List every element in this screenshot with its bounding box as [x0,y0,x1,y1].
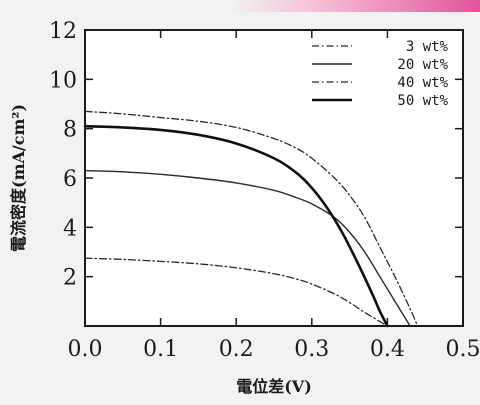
y-tick-label: 6 [63,167,77,192]
legend-label: 3 wt% [406,39,449,55]
series-line [83,124,389,328]
x-tick-label: 0.2 [219,337,254,362]
series-lines [83,110,419,328]
y-tick-label: 8 [63,118,77,143]
tick-labels: 0.0 0.1 0.2 0.3 0.4 0.5 2 4 6 8 10 12 [49,19,480,362]
y-tick-label: 4 [63,216,77,241]
legend-label: 40 wt% [397,75,448,91]
plot-background [84,29,464,327]
x-tick-label: 0.0 [68,337,103,362]
legend: 3 wt% 20 wt% 40 wt% 50 wt% [312,39,449,109]
axis-ticks [84,29,464,326]
x-tick-label: 0.3 [294,337,329,362]
y-tick-label: 10 [49,68,77,93]
corner-decoration [230,0,480,12]
y-tick-label: 2 [63,266,77,291]
x-axis-title: 電位差(V) [236,377,312,396]
series-line [84,169,411,327]
legend-label: 20 wt% [397,57,448,73]
x-tick-label: 0.5 [446,337,480,362]
x-tick-label: 0.1 [143,337,178,362]
y-axis-title: 電流密度(mA/cm²) [9,104,28,252]
series-line [84,257,389,327]
legend-label: 50 wt% [397,93,448,109]
y-tick-label: 12 [49,19,77,44]
series-line [84,110,419,327]
x-tick-label: 0.4 [370,337,405,362]
